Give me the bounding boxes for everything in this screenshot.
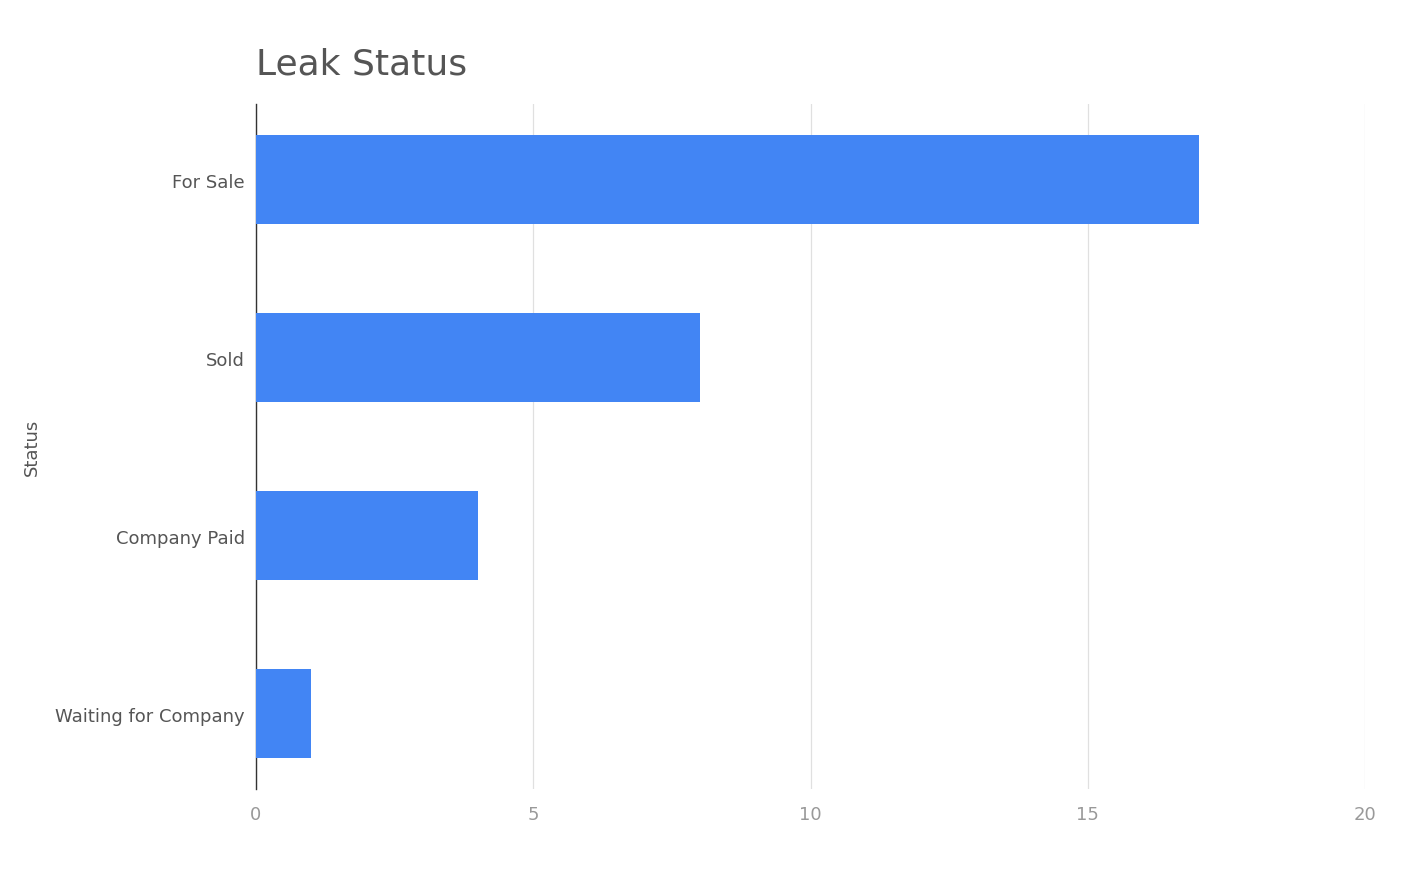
Bar bbox=[256, 492, 478, 581]
Y-axis label: Status: Status bbox=[23, 418, 41, 476]
Text: Leak Status: Leak Status bbox=[256, 47, 466, 82]
Bar bbox=[256, 669, 311, 759]
Bar bbox=[256, 136, 1199, 225]
Bar bbox=[256, 314, 700, 403]
